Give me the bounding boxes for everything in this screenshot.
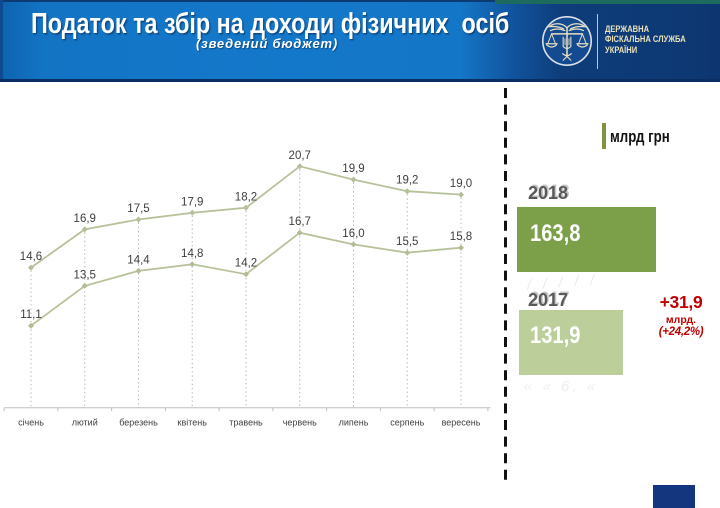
svg-text:липень: липень <box>339 418 369 428</box>
svg-text:лютий: лютий <box>72 418 98 428</box>
svg-text:14,4: 14,4 <box>127 254 150 266</box>
svg-text:16,7: 16,7 <box>289 216 311 228</box>
svg-text:20,7: 20,7 <box>289 150 311 162</box>
svg-text:11,1: 11,1 <box>20 309 42 321</box>
svg-text:березень: березень <box>119 418 158 428</box>
svg-text:18,2: 18,2 <box>235 191 257 203</box>
svg-text:14,8: 14,8 <box>181 248 203 260</box>
svg-text:15,5: 15,5 <box>396 236 418 248</box>
svg-text:вересень: вересень <box>442 418 481 428</box>
svg-text:14,6: 14,6 <box>20 251 42 263</box>
svg-text:19,0: 19,0 <box>450 178 472 190</box>
svg-text:19,9: 19,9 <box>342 163 364 175</box>
svg-text:січень: січень <box>18 418 44 428</box>
svg-text:16,0: 16,0 <box>342 228 364 240</box>
svg-text:14,2: 14,2 <box>235 258 257 270</box>
svg-text:17,9: 17,9 <box>181 196 203 208</box>
svg-text:17,5: 17,5 <box>127 203 149 215</box>
svg-text:серпень: серпень <box>390 418 424 428</box>
svg-text:квітень: квітень <box>178 418 208 428</box>
svg-text:19,2: 19,2 <box>396 175 418 187</box>
svg-text:червень: червень <box>283 418 317 428</box>
svg-text:13,5: 13,5 <box>74 269 96 281</box>
svg-text:16,9: 16,9 <box>74 213 96 225</box>
svg-text:15,8: 15,8 <box>450 231 472 243</box>
svg-text:травень: травень <box>229 418 263 428</box>
